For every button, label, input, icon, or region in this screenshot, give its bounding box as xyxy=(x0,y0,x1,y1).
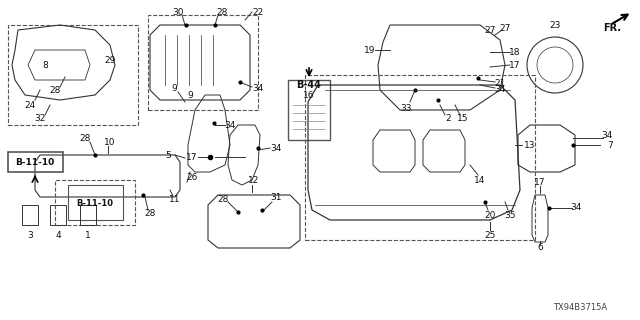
Bar xyxy=(288,80,330,140)
Text: 9: 9 xyxy=(171,84,177,92)
Text: 27: 27 xyxy=(484,26,496,35)
Text: 28: 28 xyxy=(144,209,156,218)
Text: 34: 34 xyxy=(570,204,582,212)
Text: 3: 3 xyxy=(27,230,33,239)
Text: 17: 17 xyxy=(534,178,546,187)
Bar xyxy=(80,205,96,225)
Text: 15: 15 xyxy=(457,114,468,123)
Text: 28: 28 xyxy=(79,133,91,142)
Text: 34: 34 xyxy=(224,121,236,130)
Text: 14: 14 xyxy=(474,175,486,185)
Bar xyxy=(8,152,63,172)
Bar xyxy=(305,75,535,240)
Text: 23: 23 xyxy=(549,20,561,29)
Text: 19: 19 xyxy=(364,45,376,54)
Text: 35: 35 xyxy=(504,211,516,220)
Text: B-44: B-44 xyxy=(296,80,321,90)
Text: 34: 34 xyxy=(252,84,264,92)
Text: 26: 26 xyxy=(186,172,198,181)
Text: B-11-10: B-11-10 xyxy=(15,157,54,166)
Text: 33: 33 xyxy=(400,103,412,113)
Text: 2: 2 xyxy=(445,114,451,123)
Text: 34: 34 xyxy=(270,143,282,153)
Bar xyxy=(148,15,258,110)
Text: 7: 7 xyxy=(607,140,613,149)
Bar xyxy=(8,25,138,125)
Text: 24: 24 xyxy=(24,100,36,109)
Text: 10: 10 xyxy=(104,138,116,147)
Text: 1: 1 xyxy=(85,230,91,239)
Text: 4: 4 xyxy=(55,230,61,239)
Text: 27: 27 xyxy=(499,23,511,33)
Text: 21: 21 xyxy=(494,78,506,87)
Text: 12: 12 xyxy=(248,175,260,185)
Text: 25: 25 xyxy=(484,230,496,239)
Text: 5: 5 xyxy=(165,150,171,159)
Text: B-11-10: B-11-10 xyxy=(77,198,113,207)
Text: TX94B3715A: TX94B3715A xyxy=(553,303,607,313)
Bar xyxy=(50,205,66,225)
Bar xyxy=(22,205,38,225)
Text: 28: 28 xyxy=(49,85,61,94)
Text: FR.: FR. xyxy=(603,23,621,33)
Text: 34: 34 xyxy=(494,84,506,93)
Text: 13: 13 xyxy=(524,140,536,149)
Text: 6: 6 xyxy=(537,244,543,252)
Text: 18: 18 xyxy=(509,47,521,57)
Text: 32: 32 xyxy=(35,114,45,123)
Text: 16: 16 xyxy=(303,91,315,100)
Text: 17: 17 xyxy=(186,153,198,162)
Bar xyxy=(55,180,135,225)
Text: 9: 9 xyxy=(187,91,193,100)
Text: 8: 8 xyxy=(42,60,48,69)
Text: 31: 31 xyxy=(270,194,282,203)
Text: 11: 11 xyxy=(169,196,180,204)
Text: 22: 22 xyxy=(252,7,264,17)
Text: 28: 28 xyxy=(216,7,228,17)
Text: 20: 20 xyxy=(484,211,496,220)
Text: 29: 29 xyxy=(104,55,116,65)
Text: 30: 30 xyxy=(172,7,184,17)
Text: 17: 17 xyxy=(509,60,521,69)
Bar xyxy=(68,185,123,220)
Text: 34: 34 xyxy=(602,131,612,140)
Text: 28: 28 xyxy=(218,196,228,204)
